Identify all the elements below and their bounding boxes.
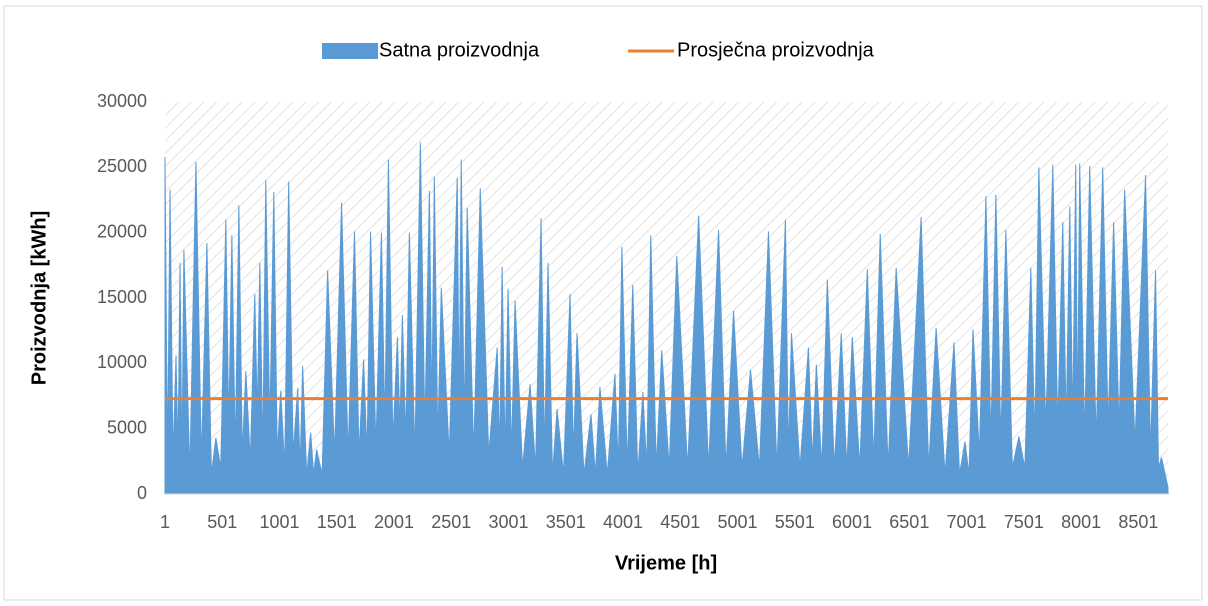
legend-swatch bbox=[322, 43, 378, 59]
x-tick-label: 8501 bbox=[1118, 512, 1158, 532]
x-tick-label: 4501 bbox=[660, 512, 700, 532]
y-axis-title: Proizvodnja [kWh] bbox=[28, 211, 50, 385]
y-tick-label: 5000 bbox=[107, 417, 147, 437]
x-tick-label: 3001 bbox=[489, 512, 529, 532]
x-tick-label: 4001 bbox=[603, 512, 643, 532]
x-axis-title: Vrijeme [h] bbox=[615, 552, 717, 574]
x-tick-label: 7001 bbox=[947, 512, 987, 532]
y-tick-label: 20000 bbox=[97, 221, 147, 241]
legend-label: Prosječna proizvodnja bbox=[677, 39, 875, 61]
x-tick-label: 8001 bbox=[1061, 512, 1101, 532]
x-tick-label: 6501 bbox=[889, 512, 929, 532]
y-tick-label: 15000 bbox=[97, 287, 147, 307]
y-tick-label: 10000 bbox=[97, 352, 147, 372]
area bbox=[164, 142, 1169, 495]
legend-label: Satna proizvodnja bbox=[379, 39, 540, 61]
x-tick-label: 7501 bbox=[1004, 512, 1044, 532]
x-tick-label: 501 bbox=[207, 512, 237, 532]
x-tick-label: 2001 bbox=[374, 512, 414, 532]
x-tick-label: 3501 bbox=[546, 512, 586, 532]
x-tick-label: 1 bbox=[160, 512, 170, 532]
y-tick-label: 0 bbox=[137, 483, 147, 503]
x-tick-label: 1001 bbox=[259, 512, 299, 532]
x-tick-label: 6001 bbox=[832, 512, 872, 532]
x-tick-label: 2501 bbox=[431, 512, 471, 532]
x-tick-label: 1501 bbox=[317, 512, 357, 532]
x-tick-label: 5001 bbox=[718, 512, 758, 532]
y-tick-label: 30000 bbox=[97, 91, 147, 111]
x-tick-label: 5501 bbox=[775, 512, 815, 532]
y-tick-label: 25000 bbox=[97, 156, 147, 176]
